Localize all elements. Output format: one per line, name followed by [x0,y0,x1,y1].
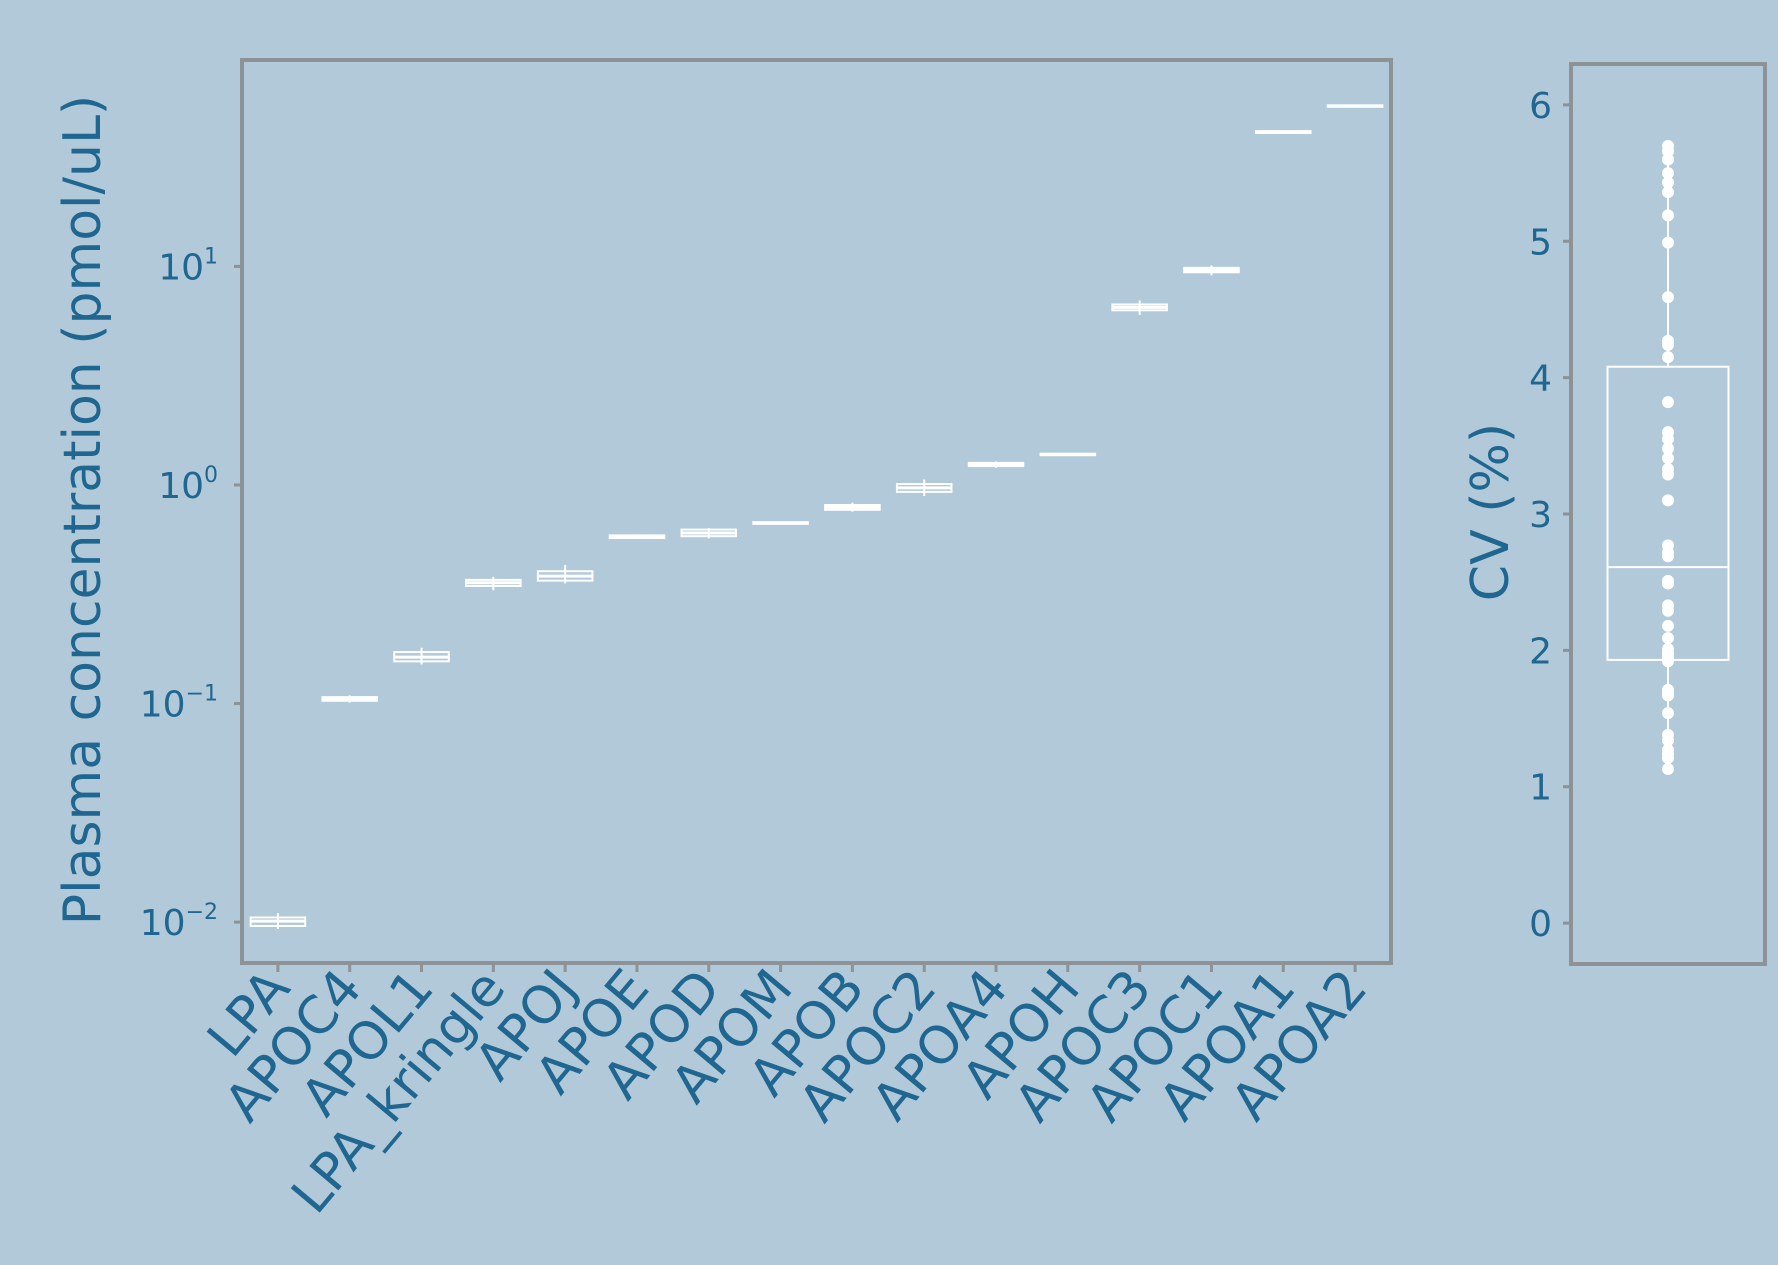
concentration-box [1111,300,1168,315]
concentration-box [536,565,594,584]
concentration-plot-frame [240,58,1393,965]
cv-point [1662,209,1674,222]
cv-point [1662,734,1674,747]
cv-y-tick-label: 2 [1529,631,1552,672]
concentration-chart: 10−2 10−1 100 101 LPAAPOC4APOL1LPA_kringleA… [53,58,1393,1225]
concentration-box [1326,104,1384,108]
cv-y-tick-label: 5 [1529,222,1552,263]
cv-point [1662,577,1674,590]
cv-points [1662,139,1674,775]
cv-chart: 0 1 2 3 4 5 6 CV (%) [1461,62,1767,966]
concentration-box [680,528,738,539]
concentration-box [249,913,307,929]
cv-y-tick-label: 4 [1529,359,1552,400]
concentration-y-tick-label: 10−2 [140,900,218,944]
cv-point [1662,433,1674,445]
cv-point [1662,351,1674,364]
cv-point [1662,176,1674,189]
cv-point [1662,619,1674,632]
cv-point [1662,452,1674,465]
cv-point [1662,236,1674,249]
concentration-y-tick-label: 101 [158,244,218,288]
concentration-y-axis-label: Plasma concentration (pmol/uL) [53,95,113,925]
concentration-boxes [249,104,1384,929]
concentration-box [967,461,1025,468]
cv-y-tick-label: 6 [1529,86,1552,127]
cv-point [1662,655,1674,668]
cv-y-ticks: 0 1 2 3 4 5 6 [1529,86,1571,945]
cv-point [1662,494,1674,507]
concentration-y-tick-label: 10−1 [140,682,218,726]
cv-point [1662,689,1674,702]
cv-point [1662,167,1674,180]
cv-y-axis-label: CV (%) [1461,423,1521,601]
cv-y-tick-label: 1 [1529,768,1552,809]
concentration-box [752,521,809,525]
concentration-box [393,647,450,665]
concentration-box [1254,130,1312,134]
cv-point [1662,442,1674,455]
concentration-y-ticks: 10−2 10−1 100 101 [140,244,242,944]
concentration-box [1183,265,1240,276]
cv-point [1662,632,1674,645]
cv-point [1662,752,1674,765]
cv-point [1662,468,1674,481]
cv-point [1662,291,1674,304]
concentration-y-tick-label: 100 [158,463,218,507]
cv-point [1662,396,1674,409]
cv-point [1662,604,1674,617]
cv-y-tick-label: 3 [1529,495,1552,536]
cv-point [1662,550,1674,563]
cv-point [1662,338,1674,351]
cv-point [1662,763,1674,775]
concentration-box [895,479,953,497]
cv-y-tick-label: 0 [1529,904,1552,945]
cv-point [1662,153,1674,166]
concentration-box [321,695,379,703]
concentration-box [1039,452,1097,457]
protein-x-ticks: LPAAPOC4APOL1LPA_kringleAPOJAPOEAPODAPOM… [196,958,1379,1224]
concentration-box [465,576,522,591]
cv-point [1662,707,1674,720]
concentration-box [824,502,881,512]
cv-point [1662,186,1674,199]
concentration-box [608,534,666,540]
